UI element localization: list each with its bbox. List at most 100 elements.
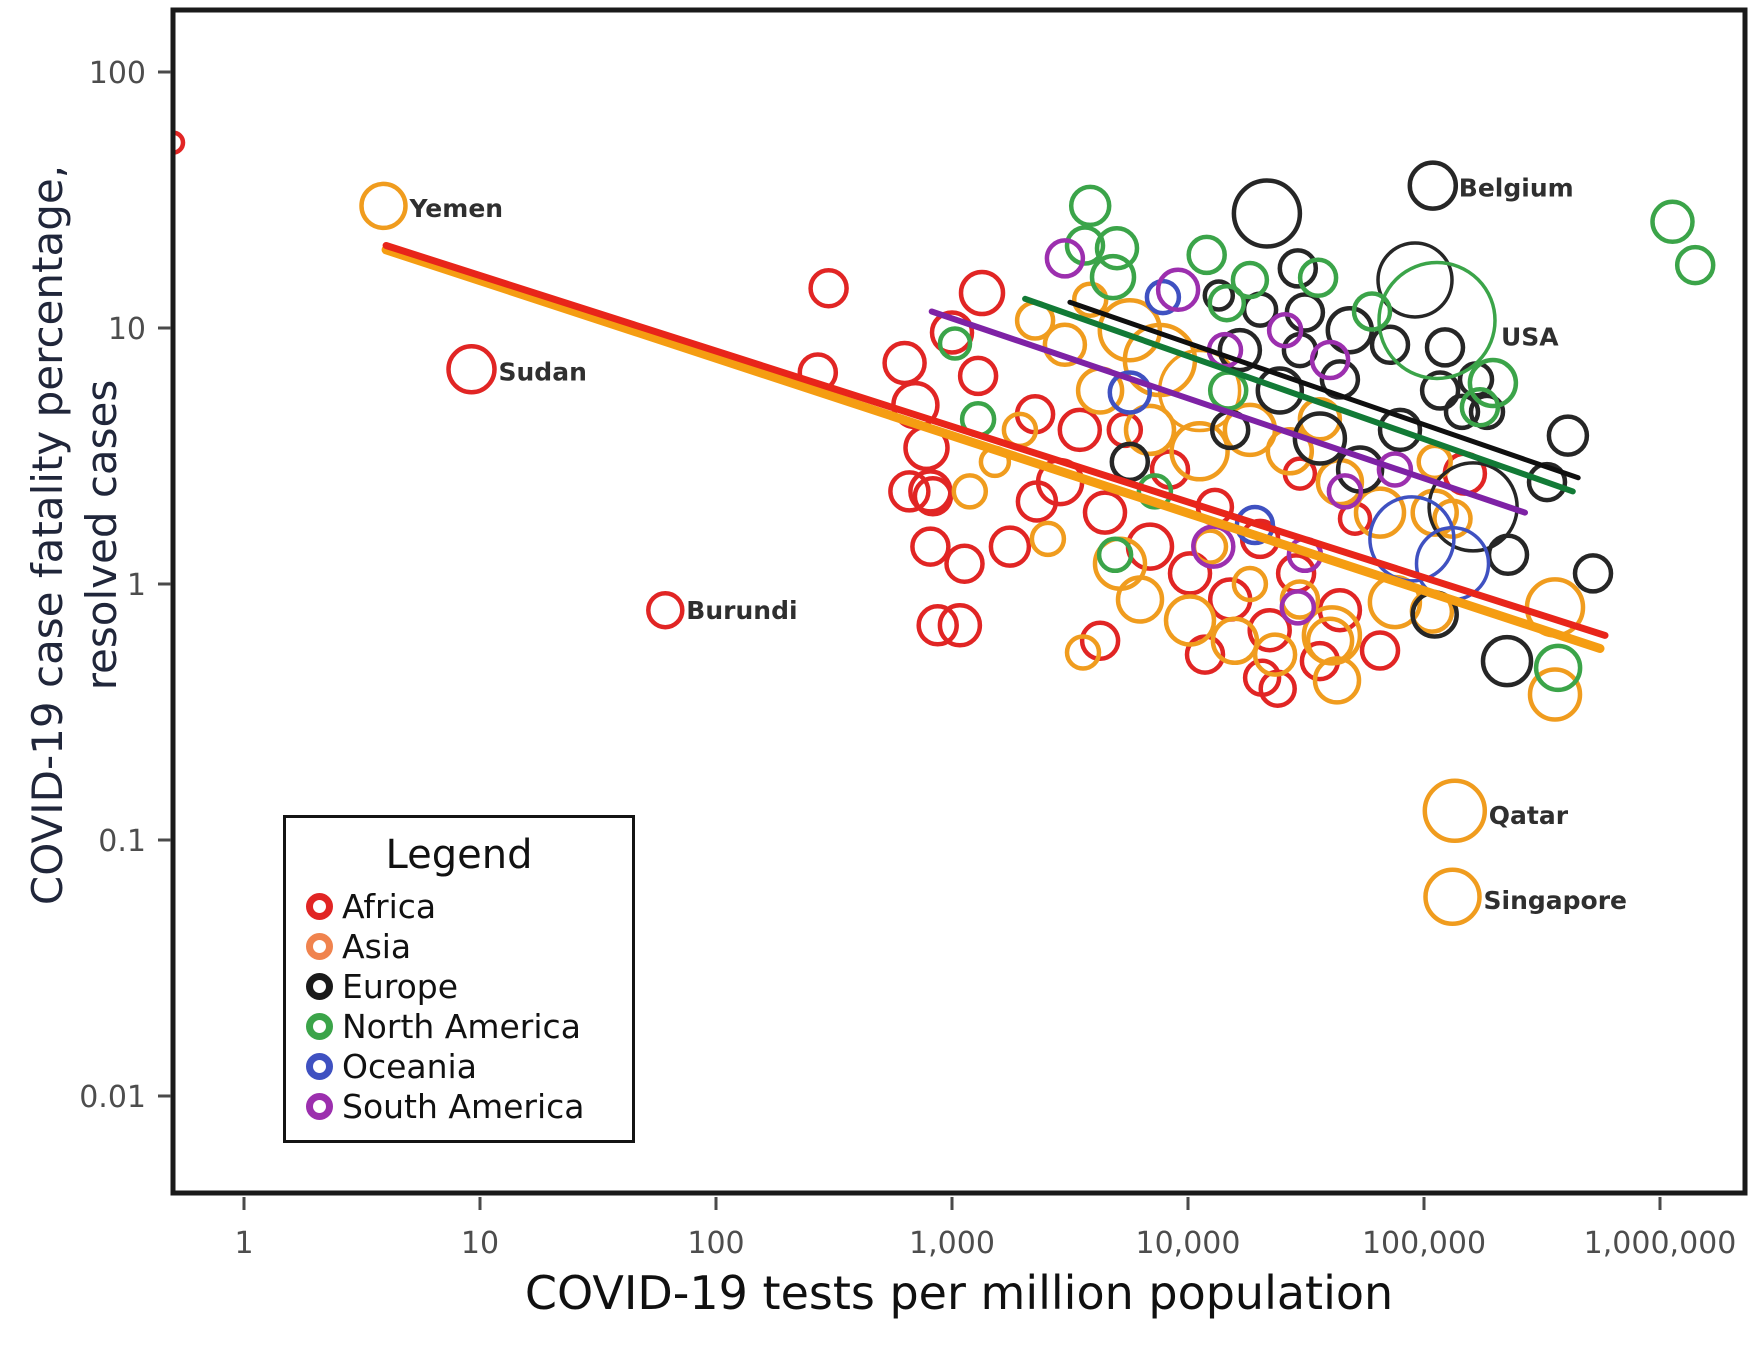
data-point-north-america — [1650, 199, 1695, 245]
data-point-europe — [1109, 441, 1151, 483]
data-point-europe — [1202, 279, 1236, 312]
data-point-asia — [1423, 867, 1482, 927]
data-point-europe — [1480, 634, 1534, 688]
data-point-africa — [888, 470, 931, 513]
plot-border — [170, 7, 1748, 1196]
data-point-africa — [1082, 490, 1128, 535]
data-point-asia — [1064, 634, 1102, 671]
data-point-europe — [1572, 553, 1614, 594]
data-point-north-america — [1533, 643, 1583, 693]
data-point-europe — [1376, 241, 1454, 319]
legend-label-south-america: South America — [342, 1086, 585, 1126]
data-point-north-america — [937, 326, 973, 361]
data-point-africa — [646, 590, 685, 630]
y-tick-label: 100 — [89, 56, 146, 91]
legend-item-asia: Asia — [286, 926, 632, 966]
x-tick-label: 100 — [687, 1226, 744, 1261]
data-point-north-america — [1674, 244, 1716, 286]
data-point-africa — [916, 604, 959, 647]
data-point-africa — [1167, 551, 1213, 596]
data-point-oceania — [1144, 278, 1182, 316]
legend-item-north-america: North America — [286, 1006, 632, 1046]
data-point-north-america — [1467, 357, 1519, 409]
data-point-south-america — [1376, 451, 1414, 488]
country-label-sudan: Sudan — [499, 357, 587, 386]
country-label-yemen: Yemen — [409, 194, 504, 223]
data-point-north-america — [1230, 260, 1270, 300]
data-point-asia — [1115, 575, 1165, 624]
legend-ring-icon-asia — [306, 932, 333, 960]
data-point-asia — [1527, 667, 1583, 722]
data-point-europe — [1231, 178, 1303, 249]
x-tick-label: 10,000 — [1136, 1226, 1241, 1261]
data-point-asia — [1071, 281, 1109, 318]
data-point-asia — [1353, 486, 1407, 539]
trend-line-north-america — [1022, 295, 1576, 495]
data-point-africa — [910, 526, 951, 567]
legend-label-oceania: Oceania — [342, 1046, 477, 1086]
data-point-asia — [1252, 632, 1298, 677]
data-point-north-america — [1377, 260, 1497, 381]
data-point-europe — [1377, 407, 1423, 453]
country-label-burundi: Burundi — [686, 596, 797, 625]
data-point-europe — [1277, 248, 1319, 289]
data-point-asia — [1169, 421, 1230, 482]
data-point-asia — [1312, 656, 1362, 705]
y-axis-title-line2: resolved cases — [77, 379, 126, 691]
data-point-asia — [1231, 565, 1269, 603]
x-tick-label: 1 — [234, 1226, 253, 1261]
data-point-asia — [1210, 616, 1260, 666]
data-point-africa — [937, 603, 983, 648]
data-point-europe — [1284, 292, 1326, 333]
trend-lines-layer — [381, 242, 1609, 653]
legend-ring-icon-north-america — [306, 1012, 333, 1040]
data-point-africa — [957, 355, 999, 397]
y-tick-label: 1 — [127, 568, 146, 603]
data-point-asia — [1422, 778, 1488, 844]
legend-item-oceania: Oceania — [286, 1046, 632, 1086]
data-point-africa — [944, 543, 985, 584]
country-label-qatar: Qatar — [1489, 801, 1569, 830]
data-point-oceania — [1107, 370, 1153, 415]
data-point-north-america — [1186, 234, 1227, 276]
data-point-europe — [1369, 324, 1411, 366]
data-point-asia — [1410, 488, 1459, 537]
data-point-north-america — [1094, 225, 1140, 271]
country-label-usa: USA — [1501, 323, 1559, 352]
legend-items: Africa Asia Europe North America Oceania Sout… — [286, 886, 632, 1126]
data-point-asia — [1163, 594, 1217, 647]
data-point-europe — [1526, 461, 1568, 503]
data-point-asia — [1042, 322, 1088, 368]
legend-item-south-america: South America — [286, 1086, 632, 1126]
data-point-north-america — [1297, 257, 1339, 299]
data-point-north-america — [1089, 253, 1137, 301]
data-point-north-america — [1068, 184, 1112, 228]
trend-line-asia — [381, 245, 1605, 653]
legend-box: Legend Africa Asia Europe North America Ocea… — [283, 815, 635, 1143]
data-point-asia — [359, 181, 408, 231]
x-tick-label: 10 — [461, 1226, 499, 1261]
data-point-europe — [1443, 393, 1481, 431]
data-point-africa — [446, 344, 497, 395]
data-point-north-america — [1136, 473, 1174, 510]
legend-label-north-america: North America — [342, 1006, 581, 1046]
legend-ring-icon-europe — [306, 972, 333, 1000]
data-point-south-america — [1326, 473, 1364, 510]
legend-item-europe: Europe — [286, 966, 632, 1006]
data-point-africa — [1057, 407, 1103, 453]
data-point-africa — [988, 525, 1032, 568]
data-point-south-america — [1266, 311, 1304, 349]
data-point-asia — [1265, 427, 1315, 476]
data-point-north-america — [1351, 291, 1393, 332]
y-tick-label: 10 — [108, 312, 146, 347]
trend-line-africa — [382, 242, 1609, 639]
data-point-africa — [173, 130, 186, 155]
country-label-belgium: Belgium — [1459, 174, 1574, 203]
legend-ring-icon-oceania — [306, 1052, 333, 1080]
data-point-asia — [1097, 297, 1163, 363]
x-tick-label: 1,000,000 — [1584, 1226, 1737, 1261]
y-tick-label: 0.01 — [79, 1080, 146, 1115]
y-axis-title-line1: COVID-19 case fatality percentage, — [23, 164, 72, 906]
data-point-europe — [1468, 393, 1506, 431]
